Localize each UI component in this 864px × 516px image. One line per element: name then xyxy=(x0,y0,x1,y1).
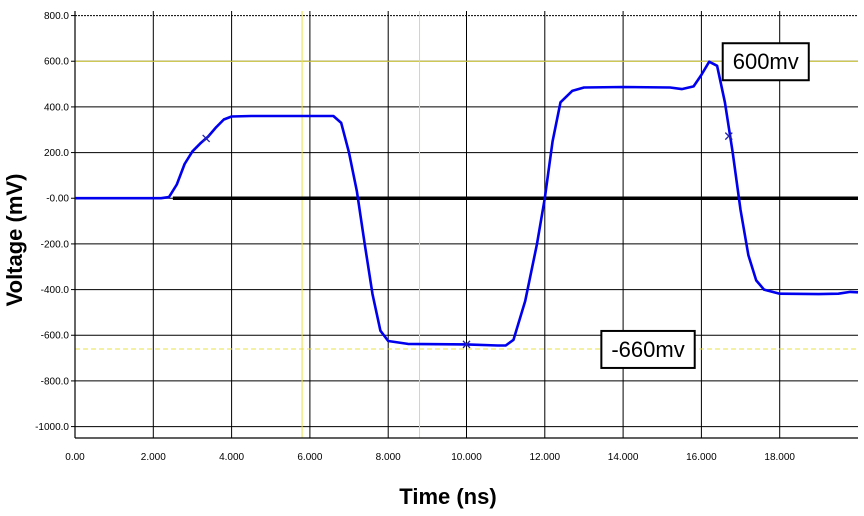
x-marker xyxy=(202,134,211,143)
annotation-callout: 600mv xyxy=(721,42,810,82)
x-marker xyxy=(724,132,733,141)
y-tick-label: -200.0 xyxy=(41,239,70,250)
y-tick-label: 600.0 xyxy=(44,57,69,68)
annotation-callout: -660mv xyxy=(600,329,696,369)
x-tick-label: 0.00 xyxy=(65,452,85,463)
y-tick-label: 800.0 xyxy=(44,11,69,22)
x-tick-label: 12.000 xyxy=(530,452,561,463)
tick-labels: 0.00 2.000 4.000 6.000 8.000 10.000 12.000 14.0… xyxy=(35,11,795,463)
x-tick-label: 14.000 xyxy=(608,452,639,463)
y-tick-label: 400.0 xyxy=(44,102,69,113)
x-tick-label: 10.000 xyxy=(451,452,482,463)
x-tick-label: 16.000 xyxy=(686,452,717,463)
annotation-label: 600mv xyxy=(733,49,799,74)
y-axis-title: Voltage (mV) xyxy=(2,174,27,307)
x-marker-stroke xyxy=(724,132,733,141)
x-marker-stroke xyxy=(202,134,211,143)
y-tick-label: -800.0 xyxy=(41,376,70,387)
x-tick-label: 2.000 xyxy=(141,452,166,463)
y-tick-label: -600.0 xyxy=(41,331,70,342)
voltage-series-line xyxy=(75,60,859,347)
markers-group xyxy=(202,132,733,349)
y-tick-label: -0.00 xyxy=(46,194,69,205)
x-tick-label: 8.000 xyxy=(376,452,401,463)
y-tick-label: -1000.0 xyxy=(35,422,69,433)
x-tick-label: 18.000 xyxy=(764,452,795,463)
reference-lines xyxy=(75,11,858,438)
x-marker xyxy=(462,340,471,349)
x-marker-stroke xyxy=(462,340,471,349)
x-tick-label: 4.000 xyxy=(219,452,244,463)
y-tick-label: 200.0 xyxy=(44,148,69,159)
x-axis-title: Time (ns) xyxy=(399,484,496,509)
annotation-box xyxy=(600,329,696,369)
annotation-label: -660mv xyxy=(611,337,684,362)
y-tick-label: -400.0 xyxy=(41,285,70,296)
axes xyxy=(74,11,858,439)
series-group xyxy=(75,60,859,347)
annotation-box xyxy=(721,42,810,82)
x-tick-label: 6.000 xyxy=(297,452,322,463)
annotations-group: 600mv -660mv xyxy=(600,42,810,369)
